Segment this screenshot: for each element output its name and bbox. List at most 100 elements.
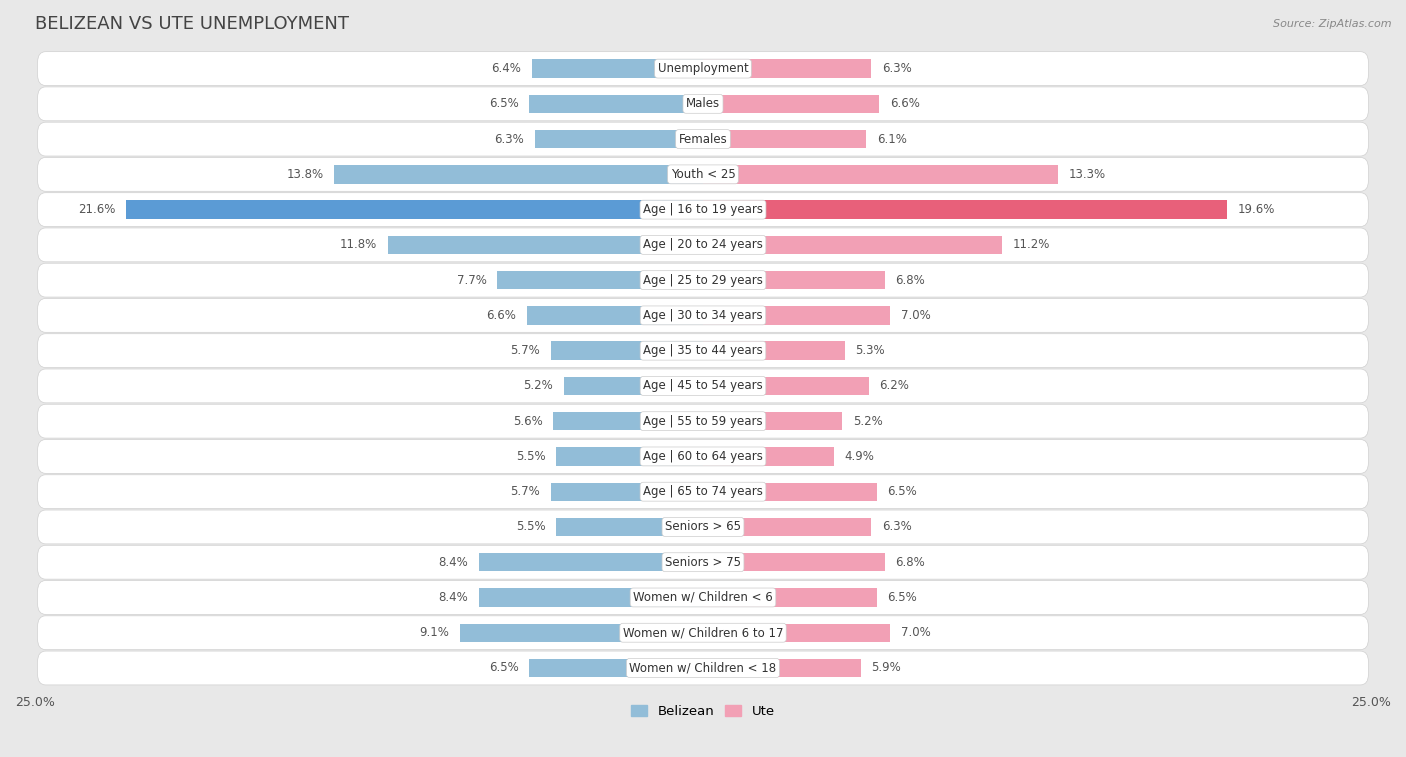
Bar xyxy=(703,624,890,642)
Text: 6.5%: 6.5% xyxy=(887,485,917,498)
Bar xyxy=(703,95,879,113)
Text: 6.3%: 6.3% xyxy=(882,521,911,534)
FancyBboxPatch shape xyxy=(38,87,1368,121)
Text: 6.2%: 6.2% xyxy=(879,379,910,392)
FancyBboxPatch shape xyxy=(38,193,1368,226)
Bar xyxy=(703,235,1002,254)
FancyBboxPatch shape xyxy=(38,263,1368,297)
Text: Females: Females xyxy=(679,132,727,145)
Bar xyxy=(703,130,866,148)
Text: 21.6%: 21.6% xyxy=(77,203,115,216)
Text: 19.6%: 19.6% xyxy=(1237,203,1275,216)
Bar xyxy=(703,201,1227,219)
Text: 6.3%: 6.3% xyxy=(495,132,524,145)
Text: 6.4%: 6.4% xyxy=(492,62,522,75)
FancyBboxPatch shape xyxy=(38,440,1368,473)
Legend: Belizean, Ute: Belizean, Ute xyxy=(626,699,780,723)
Text: Women w/ Children < 18: Women w/ Children < 18 xyxy=(630,662,776,674)
Bar xyxy=(531,59,703,78)
Bar xyxy=(703,307,890,325)
Bar xyxy=(703,165,1059,183)
Text: Age | 30 to 34 years: Age | 30 to 34 years xyxy=(643,309,763,322)
Text: 7.7%: 7.7% xyxy=(457,273,486,287)
Text: 5.5%: 5.5% xyxy=(516,521,546,534)
FancyBboxPatch shape xyxy=(38,651,1368,685)
FancyBboxPatch shape xyxy=(38,581,1368,615)
Text: 4.9%: 4.9% xyxy=(845,450,875,463)
Bar xyxy=(703,271,884,289)
Bar xyxy=(555,518,703,536)
Text: 6.3%: 6.3% xyxy=(882,62,911,75)
Bar xyxy=(703,482,877,501)
Text: 9.1%: 9.1% xyxy=(419,626,449,639)
Text: 7.0%: 7.0% xyxy=(901,626,931,639)
FancyBboxPatch shape xyxy=(38,615,1368,650)
Bar xyxy=(703,553,884,572)
Bar xyxy=(498,271,703,289)
Text: Age | 16 to 19 years: Age | 16 to 19 years xyxy=(643,203,763,216)
FancyBboxPatch shape xyxy=(38,510,1368,544)
FancyBboxPatch shape xyxy=(38,228,1368,262)
Bar xyxy=(529,659,703,678)
Bar xyxy=(335,165,703,183)
Text: 6.1%: 6.1% xyxy=(877,132,907,145)
Text: 6.8%: 6.8% xyxy=(896,556,925,569)
Text: 7.0%: 7.0% xyxy=(901,309,931,322)
FancyBboxPatch shape xyxy=(38,369,1368,403)
Text: 6.5%: 6.5% xyxy=(489,662,519,674)
Text: Age | 20 to 24 years: Age | 20 to 24 years xyxy=(643,238,763,251)
Text: 8.4%: 8.4% xyxy=(439,556,468,569)
Text: 13.3%: 13.3% xyxy=(1069,168,1107,181)
Text: Age | 55 to 59 years: Age | 55 to 59 years xyxy=(643,415,763,428)
FancyBboxPatch shape xyxy=(38,334,1368,368)
FancyBboxPatch shape xyxy=(38,157,1368,192)
Text: 11.2%: 11.2% xyxy=(1012,238,1050,251)
FancyBboxPatch shape xyxy=(38,475,1368,509)
Bar xyxy=(554,412,703,430)
Text: 13.8%: 13.8% xyxy=(287,168,323,181)
Text: 6.6%: 6.6% xyxy=(890,98,920,111)
Text: 5.7%: 5.7% xyxy=(510,344,540,357)
Bar xyxy=(388,235,703,254)
Text: Youth < 25: Youth < 25 xyxy=(671,168,735,181)
Bar xyxy=(125,201,703,219)
FancyBboxPatch shape xyxy=(38,404,1368,438)
Text: 6.8%: 6.8% xyxy=(896,273,925,287)
Text: 8.4%: 8.4% xyxy=(439,591,468,604)
Bar xyxy=(555,447,703,466)
Text: Age | 65 to 74 years: Age | 65 to 74 years xyxy=(643,485,763,498)
Text: Age | 45 to 54 years: Age | 45 to 54 years xyxy=(643,379,763,392)
Bar xyxy=(460,624,703,642)
FancyBboxPatch shape xyxy=(38,51,1368,86)
Text: Unemployment: Unemployment xyxy=(658,62,748,75)
Text: 5.2%: 5.2% xyxy=(523,379,554,392)
Text: 5.6%: 5.6% xyxy=(513,415,543,428)
Bar xyxy=(703,447,834,466)
Bar xyxy=(551,341,703,360)
Text: 5.9%: 5.9% xyxy=(872,662,901,674)
Text: Source: ZipAtlas.com: Source: ZipAtlas.com xyxy=(1274,19,1392,29)
Bar xyxy=(703,588,877,606)
Text: Women w/ Children 6 to 17: Women w/ Children 6 to 17 xyxy=(623,626,783,639)
Text: Seniors > 65: Seniors > 65 xyxy=(665,521,741,534)
Text: 5.3%: 5.3% xyxy=(855,344,884,357)
Text: 6.5%: 6.5% xyxy=(887,591,917,604)
Text: Age | 35 to 44 years: Age | 35 to 44 years xyxy=(643,344,763,357)
Bar xyxy=(703,341,845,360)
Bar xyxy=(551,482,703,501)
FancyBboxPatch shape xyxy=(38,298,1368,332)
Text: 5.5%: 5.5% xyxy=(516,450,546,463)
Bar xyxy=(703,518,872,536)
Text: Males: Males xyxy=(686,98,720,111)
Bar xyxy=(703,59,872,78)
Text: Age | 25 to 29 years: Age | 25 to 29 years xyxy=(643,273,763,287)
Bar xyxy=(478,553,703,572)
Text: 6.6%: 6.6% xyxy=(486,309,516,322)
Bar xyxy=(534,130,703,148)
Text: Age | 60 to 64 years: Age | 60 to 64 years xyxy=(643,450,763,463)
Bar xyxy=(527,307,703,325)
Text: 6.5%: 6.5% xyxy=(489,98,519,111)
Bar xyxy=(703,377,869,395)
Text: 5.7%: 5.7% xyxy=(510,485,540,498)
FancyBboxPatch shape xyxy=(38,122,1368,156)
